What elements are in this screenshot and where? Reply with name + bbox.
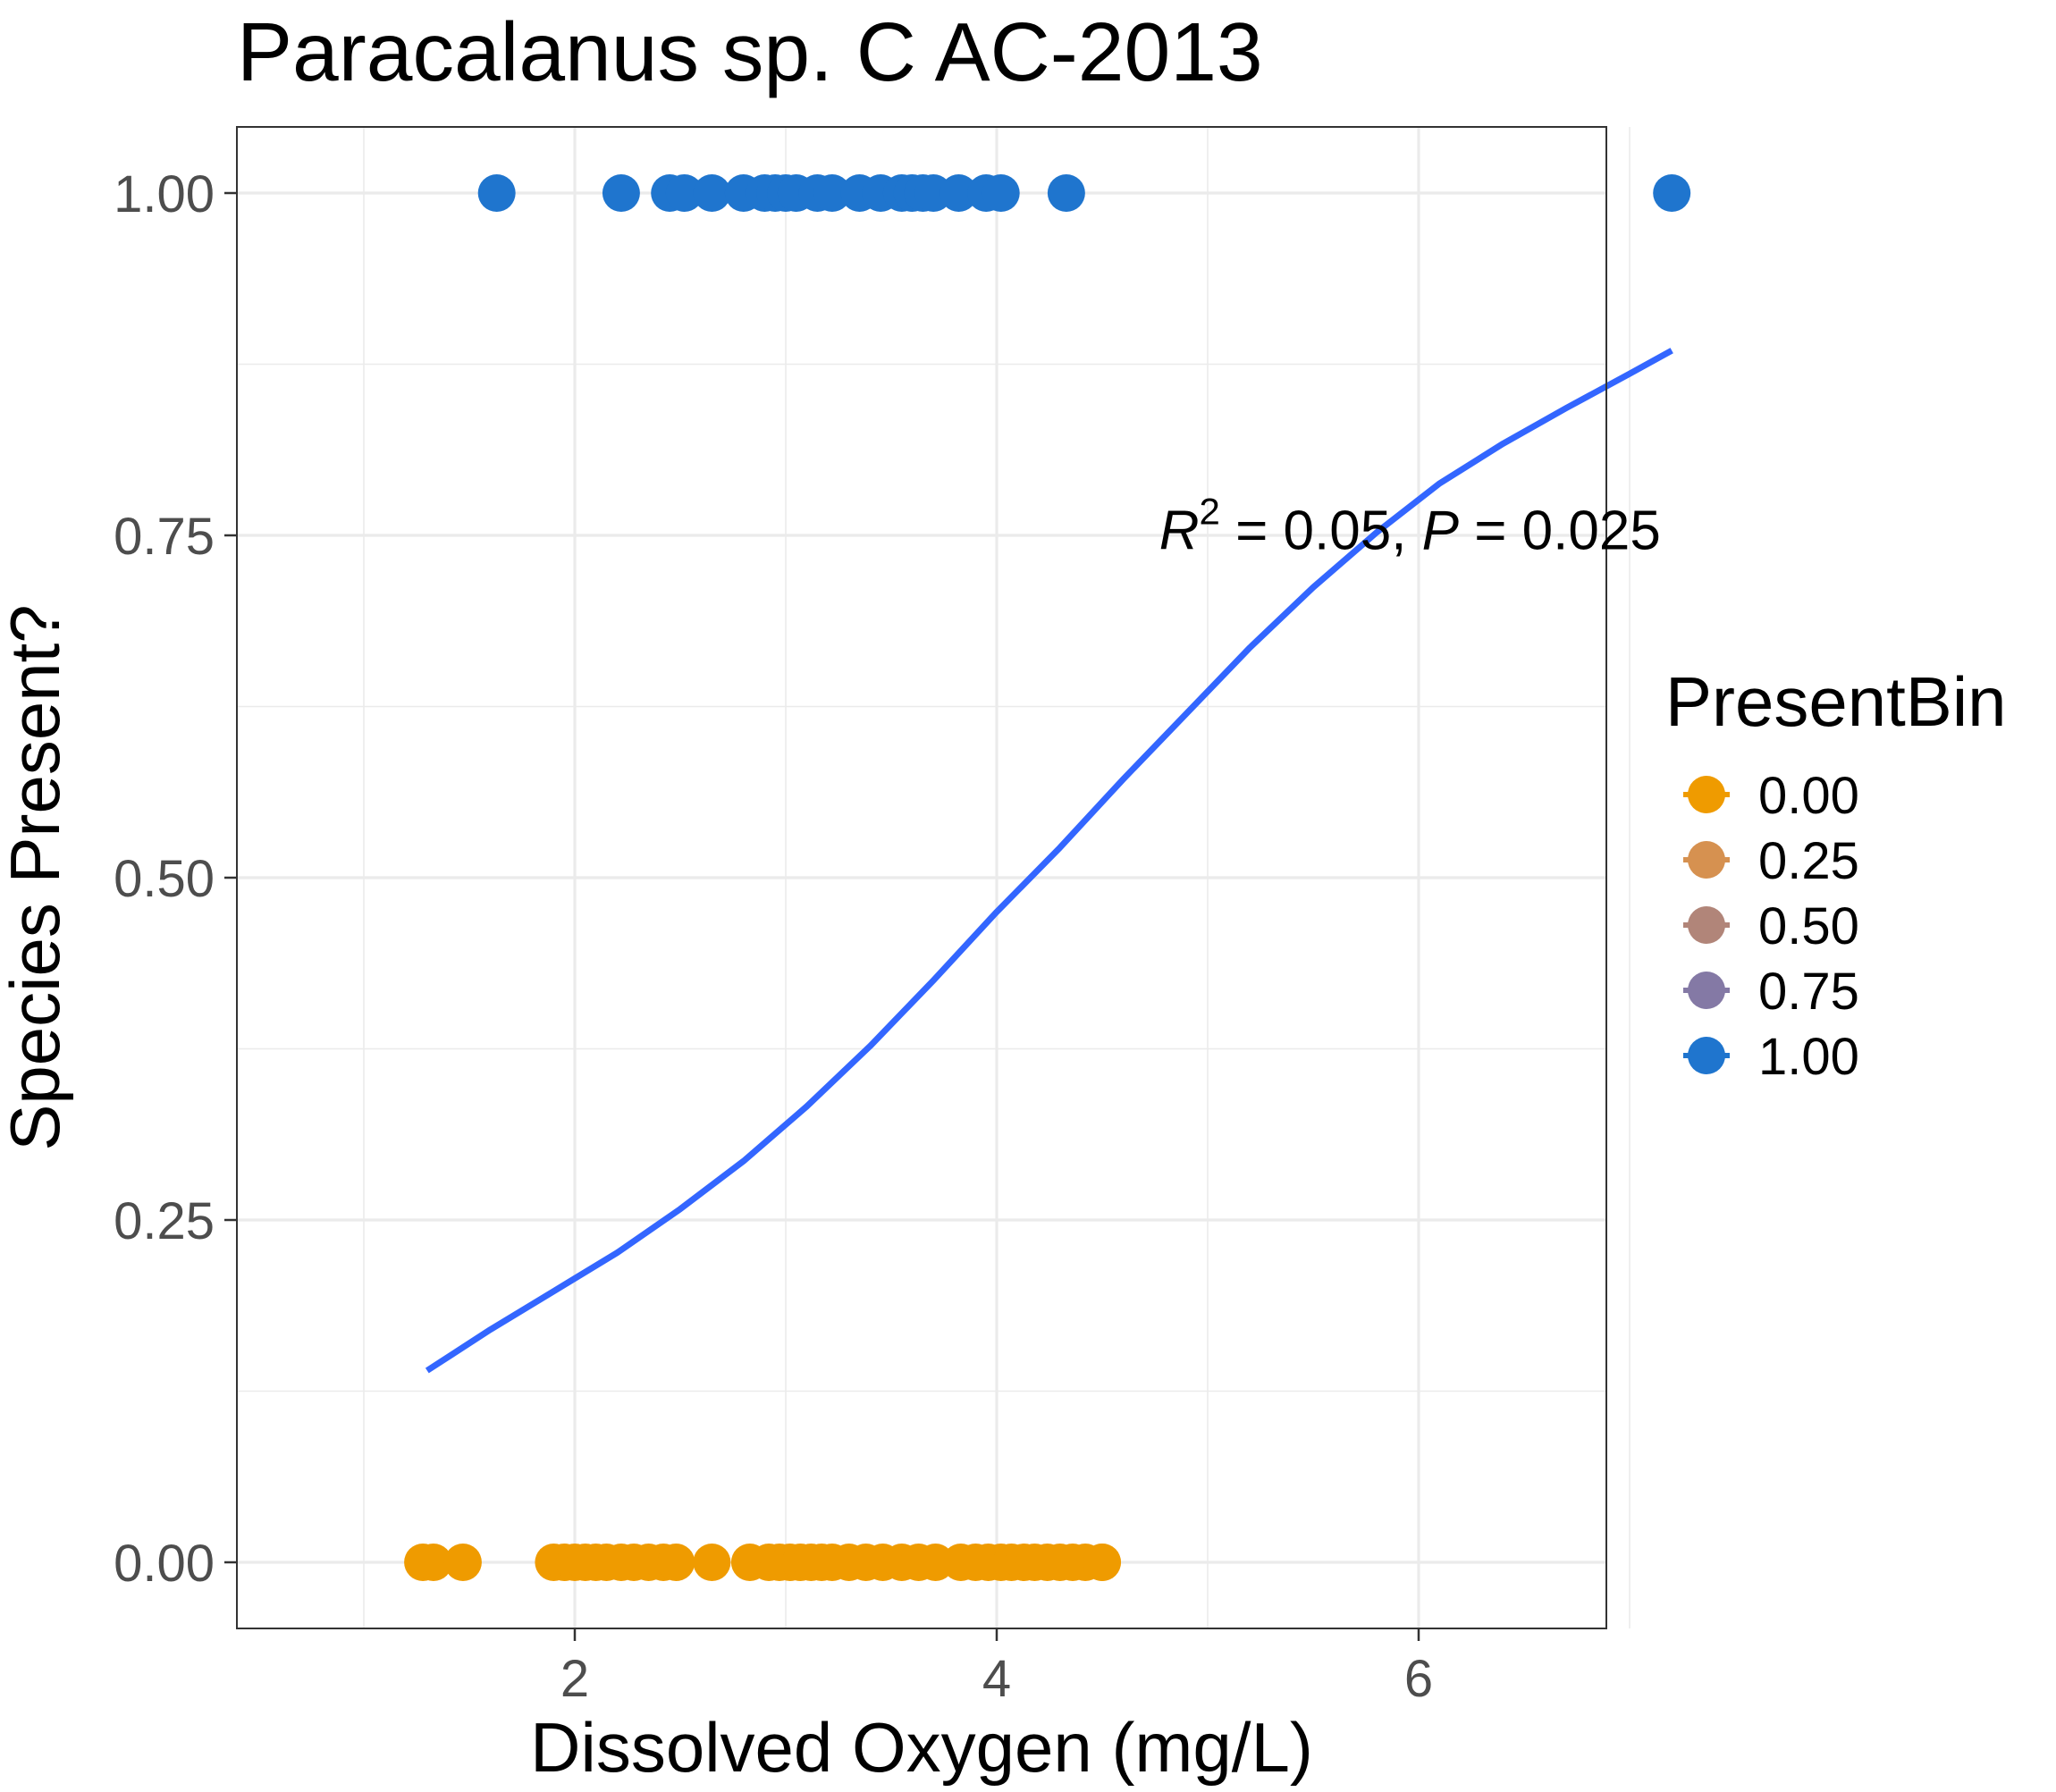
legend-title: PresentBin [1665,662,2007,741]
y-tick-label: 0.75 [114,508,215,566]
legend-key-marker [1688,776,1725,813]
legend-key-marker [1688,841,1725,879]
data-point [1653,174,1691,212]
y-tick-label: 1.00 [114,165,215,223]
data-point [657,1544,695,1581]
logistic-fit-curve [425,348,1673,1374]
legend-label: 0.50 [1758,897,1859,955]
y-tick-label: 0.25 [114,1192,215,1250]
legend-label: 0.75 [1758,963,1859,1021]
annotation-p-label: P [1422,500,1459,561]
y-tick-label: 0.50 [114,850,215,908]
x-axis-title: Dissolved Oxygen (mg/L) [530,1708,1313,1787]
data-point [414,1544,452,1581]
data-point [940,174,978,212]
annotation-r-value: = 0.05, [1220,500,1422,561]
annotation-r-label: R [1159,500,1200,561]
legend-items: 0.00 0.25 0.50 0.75 1.00 [1683,767,1859,1086]
legend-key-marker [1688,1037,1725,1074]
annotation-r-superscript: 2 [1200,490,1220,532]
data-point [1083,1544,1121,1581]
fit-curve-layer [425,348,1673,1374]
chart-title: Paracalanus sp. C AC-2013 [237,5,1263,98]
legend-label: 0.00 [1758,767,1859,825]
data-point [693,174,731,212]
legend-key-marker [1688,972,1725,1009]
data-point [602,174,640,212]
data-point [443,1544,482,1581]
y-tick-label: 0.00 [114,1535,215,1593]
x-tick-label: 6 [1404,1650,1433,1708]
data-point [693,1544,731,1581]
legend-key-marker [1688,906,1725,944]
data-point [477,174,516,212]
x-tick-label: 4 [982,1650,1011,1708]
legend: PresentBin 0.00 0.25 0.50 0.75 1.00 [1665,662,2007,1086]
fit-annotation: R2 = 0.05, P = 0.025 [1159,490,1661,561]
legend-label: 1.00 [1758,1028,1859,1086]
y-axis-title: Species Present? [0,604,74,1150]
legend-label: 0.25 [1758,832,1859,890]
axes: 2 4 6 0.00 0.25 0.50 0.75 1.00 [114,165,1433,1708]
data-point [1047,174,1085,212]
data-point [813,174,851,212]
data-point [665,174,704,212]
data-point [982,174,1020,212]
data-points [404,174,1691,1581]
x-tick-label: 2 [560,1650,589,1708]
annotation-p-value: = 0.025 [1459,500,1661,561]
